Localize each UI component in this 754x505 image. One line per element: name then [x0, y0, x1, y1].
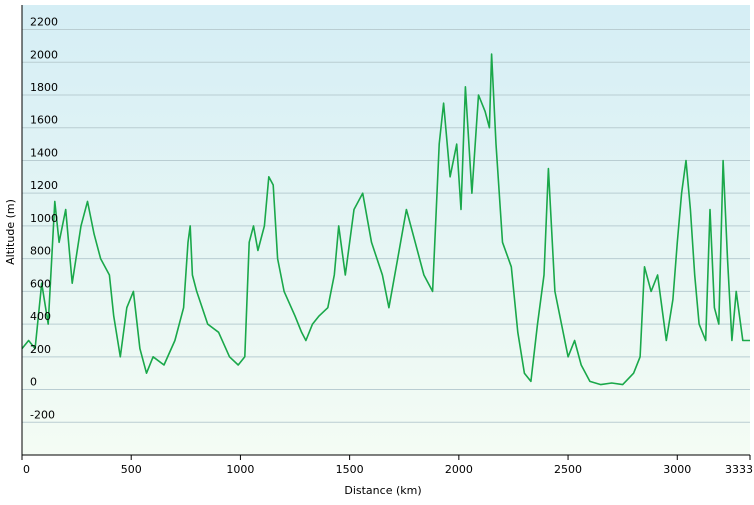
- y-axis-label: Altitude (m): [4, 199, 17, 265]
- series-line: [21, 53, 750, 386]
- y-tick-label: 1600: [30, 114, 58, 127]
- x-tick-label: 3333: [725, 463, 753, 476]
- x-axis-label: Distance (km): [344, 484, 421, 497]
- y-tick-label: 600: [30, 277, 51, 290]
- y-tick-label: 200: [30, 343, 51, 356]
- y-tick-label: 0: [30, 376, 37, 389]
- y-tick-labels: -200 0 200 400 600 800 1000 1200 1400 1600 1800 200…: [30, 16, 58, 422]
- plot-area: [22, 5, 750, 455]
- x-tick-label: 2000: [445, 463, 473, 476]
- x-tick-label: 1000: [226, 463, 254, 476]
- y-tick-label: 800: [30, 245, 51, 258]
- x-tick-label: 1500: [336, 463, 364, 476]
- x-tick-label: 0: [23, 463, 30, 476]
- y-tick-label: 400: [30, 310, 51, 323]
- axes: [21, 5, 750, 456]
- x-tick-labels: 0 500 1000 1500 2000 2500 3000 3333: [21, 455, 753, 476]
- y-tick-label: -200: [30, 408, 55, 421]
- x-tick-label: 3000: [663, 463, 691, 476]
- y-tick-label: 2200: [30, 16, 58, 29]
- x-tick-label: 500: [121, 463, 142, 476]
- y-tick-label: 1200: [30, 179, 58, 192]
- y-tick-label: 1000: [30, 212, 58, 225]
- y-tick-label: 2000: [30, 48, 58, 61]
- y-tick-label: 1800: [30, 81, 58, 94]
- series-layer: [21, 53, 750, 386]
- y-tick-label: 1400: [30, 146, 58, 159]
- x-tick-label: 2500: [554, 463, 582, 476]
